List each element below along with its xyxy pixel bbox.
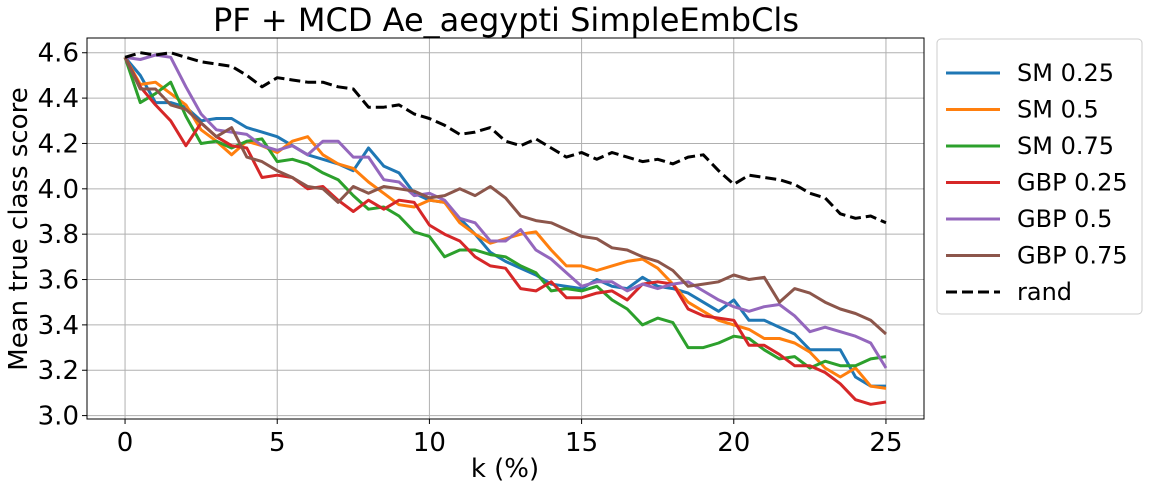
y-tick-label: 3.8 [38,220,79,250]
x-axis-label: k (%) [471,454,539,484]
y-axis-ticks: 3.0 3.2 3.4 3.6 3.8 4.0 4.2 4.4 4.6 [38,39,87,432]
x-tick-label: 0 [117,428,134,458]
series-line-gbp-0-75 [123,56,888,336]
legend-label-sm-0-75: SM 0.75 [1017,132,1114,160]
legend-label-gbp-0-5: GBP 0.5 [1017,205,1112,233]
y-tick-label: 3.0 [38,402,79,432]
series-line-sm-0-25 [123,56,886,388]
legend: SM 0.25 SM 0.5 SM 0.75 GBP 0.25 GBP 0.5 GBP 0… [936,38,1143,315]
series-lines [123,51,888,406]
y-tick-label: 4.0 [38,175,79,205]
plot-frame [86,37,925,420]
legend-label-sm-0-25: SM 0.25 [1017,59,1114,87]
series-line-rand [124,51,887,225]
plot-area [86,37,925,420]
y-tick-label: 4.2 [38,129,79,159]
x-tick-label: 20 [717,428,750,458]
y-tick-label: 4.4 [38,84,79,114]
y-tick-label: 3.6 [38,266,79,296]
y-tick-label: 3.4 [38,311,79,341]
series-line-sm-0-5 [123,56,887,390]
y-axis-label: Mean true class score [4,87,34,370]
legend-label-gbp-0-75: GBP 0.75 [1017,242,1128,270]
x-tick-label: 15 [565,428,598,458]
plot-border [86,37,925,420]
legend-label-gbp-0-25: GBP 0.25 [1017,169,1128,197]
x-tick-label: 10 [413,428,446,458]
legend-items: SM 0.25 SM 0.5 SM 0.75 GBP 0.25 GBP 0.5 GBP 0… [946,59,1128,306]
legend-frame [936,38,1143,315]
y-tick-label: 3.2 [38,356,79,386]
chart-title: PF + MCD Ae_aegypti SimpleEmbCls [213,1,799,39]
legend-label-rand: rand [1017,278,1072,306]
grid [87,38,924,419]
series-line-gbp-0-5 [124,53,888,369]
x-axis-ticks: 0 5 10 15 20 25 [117,419,903,458]
x-tick-label: 5 [269,428,286,458]
legend-label-sm-0-5: SM 0.5 [1017,96,1099,124]
y-tick-label: 4.6 [38,39,79,69]
x-tick-label: 25 [869,428,902,458]
